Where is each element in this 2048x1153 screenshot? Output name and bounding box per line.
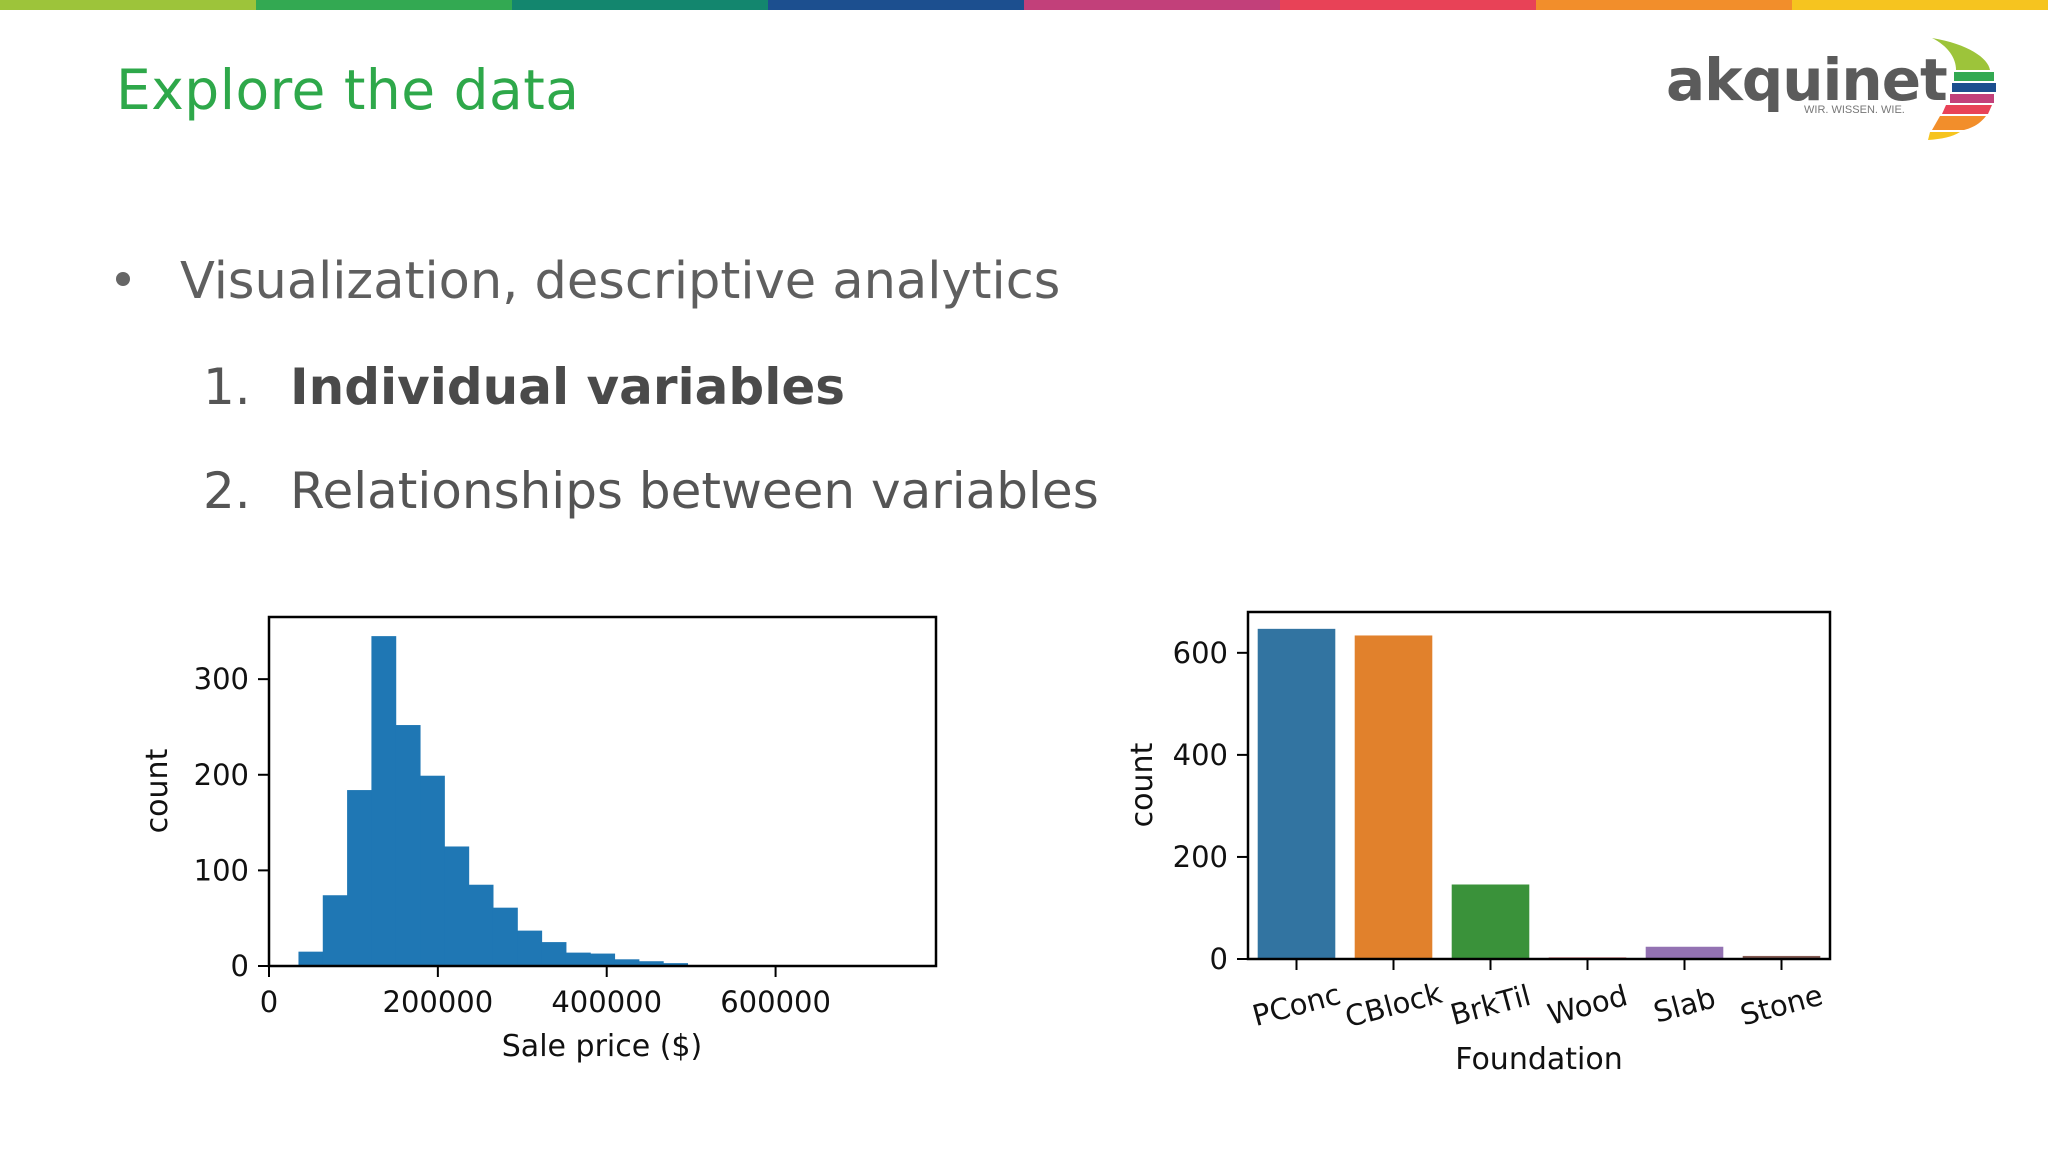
histogram-bar bbox=[638, 961, 664, 966]
histogram-bar bbox=[395, 725, 421, 966]
histogram-bar bbox=[590, 953, 616, 966]
bar-chart-category-label: Slab bbox=[1650, 980, 1719, 1029]
histogram-x-tick-label: 0 bbox=[260, 985, 278, 1019]
bar-chart-category-label: Wood bbox=[1544, 978, 1631, 1032]
histogram-bar bbox=[663, 963, 689, 966]
histogram-y-tick-label: 100 bbox=[194, 853, 249, 887]
histogram-x-tick-label: 600000 bbox=[720, 985, 831, 1019]
list-item-relationships: Relationships between variables bbox=[290, 462, 1099, 520]
top-bar-segment bbox=[1792, 0, 2048, 10]
histogram-bar bbox=[517, 930, 543, 966]
sale-price-histogram: 0 200000 400000 600000 0 100 200 300 Sale price… bbox=[140, 615, 938, 1064]
logo-tagline: WIR. WISSEN. WIE. bbox=[1804, 104, 1905, 116]
logo-swoosh-icon bbox=[1928, 38, 1996, 140]
histogram-bar bbox=[444, 846, 470, 966]
histogram-bar bbox=[565, 952, 591, 966]
bar-chart-category-label: BrkTil bbox=[1447, 978, 1535, 1032]
akquinet-logo: akquinet WIR. WISSEN. WIE. bbox=[1660, 36, 2000, 146]
histogram-bar bbox=[298, 951, 324, 966]
list-number-2: 2. bbox=[203, 462, 251, 520]
bar-chart-category-label: Stone bbox=[1737, 978, 1827, 1033]
histogram-x-tick-label: 400000 bbox=[551, 985, 662, 1019]
bar-pconc bbox=[1257, 628, 1336, 959]
histogram-bar bbox=[468, 884, 494, 966]
bar-chart-category-label: PConc bbox=[1249, 977, 1345, 1033]
bar-chart-category-label: CBlock bbox=[1341, 976, 1445, 1034]
bar-brktil bbox=[1451, 884, 1530, 959]
histogram-x-tick-label: 200000 bbox=[383, 985, 494, 1019]
bar-chart-y-tick-label: 600 bbox=[1173, 636, 1228, 670]
bar-chart-y-tick-label: 400 bbox=[1173, 738, 1228, 772]
top-bar-segment bbox=[512, 0, 768, 10]
top-bar-segment bbox=[1280, 0, 1536, 10]
logo-wordmark: akquinet bbox=[1666, 46, 1948, 114]
top-bar-segment bbox=[0, 0, 256, 10]
slide-title: Explore the data bbox=[116, 58, 580, 122]
bar-slab bbox=[1645, 946, 1724, 959]
list-number-1: 1. bbox=[203, 358, 251, 416]
list-item-individual-variables: Individual variables bbox=[290, 358, 846, 416]
bar-chart-y-tick-label: 200 bbox=[1173, 840, 1228, 874]
histogram-bar bbox=[541, 942, 567, 966]
top-color-bar bbox=[0, 0, 2048, 10]
bar-chart-y-axis-label: count bbox=[1125, 742, 1160, 827]
histogram-bar bbox=[492, 907, 518, 966]
top-bar-segment bbox=[768, 0, 1024, 10]
histogram-bar bbox=[347, 790, 372, 966]
histogram-y-tick-label: 200 bbox=[194, 758, 249, 792]
bar-cblock bbox=[1354, 635, 1433, 959]
histogram-bar bbox=[322, 895, 348, 966]
top-bar-segment bbox=[1024, 0, 1280, 10]
bar-chart-x-axis-label: Foundation bbox=[1455, 1042, 1622, 1077]
histogram-y-axis-label: count bbox=[140, 748, 175, 833]
histogram-y-tick-label: 300 bbox=[194, 662, 249, 696]
histogram-bar bbox=[371, 636, 397, 966]
histogram-y-tick-label: 0 bbox=[231, 949, 249, 983]
bar-chart-frame bbox=[1246, 610, 1832, 961]
histogram-x-axis-label: Sale price ($) bbox=[502, 1029, 702, 1064]
bar-stone bbox=[1742, 955, 1821, 959]
bullet-main-text: Visualization, descriptive analytics bbox=[180, 252, 1061, 311]
top-bar-segment bbox=[256, 0, 512, 10]
histogram-bar bbox=[420, 775, 445, 966]
top-bar-segment bbox=[1536, 0, 1792, 10]
bullet-icon bbox=[116, 272, 130, 286]
histogram-frame bbox=[267, 615, 938, 968]
histogram-bar bbox=[614, 959, 640, 966]
bar-chart-y-tick-label: 0 bbox=[1210, 942, 1228, 976]
